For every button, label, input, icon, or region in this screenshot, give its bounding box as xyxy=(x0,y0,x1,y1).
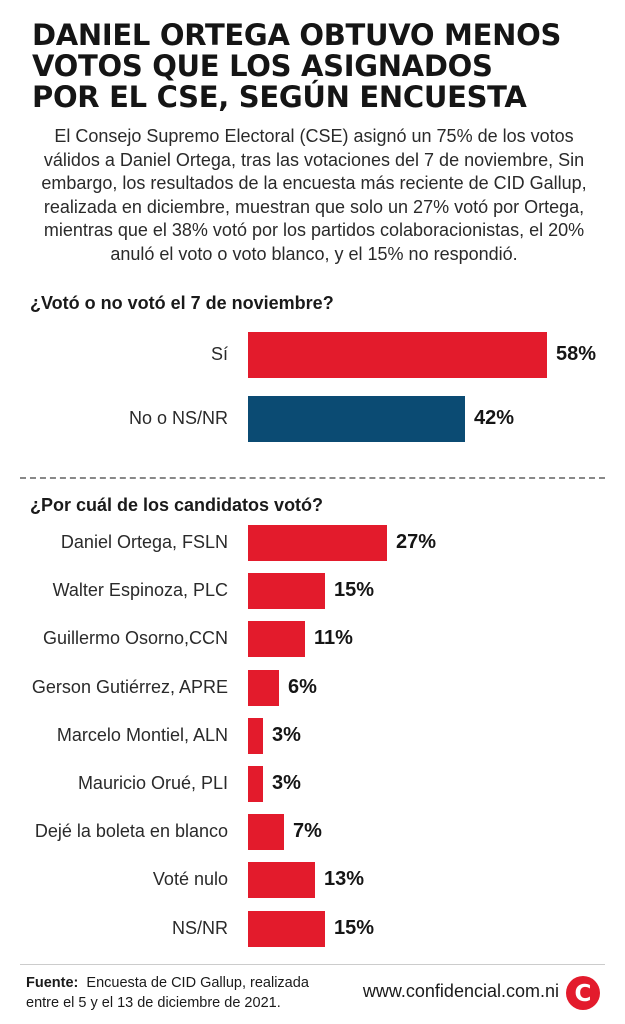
bar-category-label: Guillermo Osorno,CCN xyxy=(42,628,228,649)
bar xyxy=(248,525,387,561)
bar xyxy=(248,910,325,947)
bar-value-label: 58% xyxy=(556,343,597,365)
bar-value-label: 15% xyxy=(334,916,375,939)
source-note: Fuente: Encuesta de CID Gallup, realizad… xyxy=(26,973,309,1013)
bar-category-label: Marcelo Montiel, ALN xyxy=(56,724,228,745)
bar xyxy=(248,862,315,899)
title-line: VOTOS QUE LOS ASIGNADOS xyxy=(32,49,493,83)
bar xyxy=(248,573,325,610)
intro-line: anuló el voto o voto blanco, y el 15% no… xyxy=(110,243,518,264)
bar xyxy=(248,669,279,706)
bar-value-label: 6% xyxy=(288,675,317,698)
title-line: DANIEL ORTEGA OBTUVO MENOS xyxy=(32,18,562,52)
bar-category-label: Mauricio Orué, PLI xyxy=(77,773,228,793)
bar xyxy=(248,396,465,442)
title-line: POR EL CSE, SEGÚN ENCUESTA xyxy=(32,80,527,114)
bar-category-label: No o NS/NR xyxy=(128,408,228,428)
bar-value-label: 15% xyxy=(334,579,375,602)
intro-line: válidos a Daniel Ortega, tras las votaci… xyxy=(43,149,585,170)
chart-title: DANIEL ORTEGA OBTUVO MENOS VOTOS QUE LOS… xyxy=(32,20,602,113)
bar xyxy=(248,717,263,754)
bar-value-label: 42% xyxy=(474,407,515,429)
bar-category-label: Daniel Ortega, FSLN xyxy=(60,532,228,552)
intro-line: realizada en diciembre, muestran que sol… xyxy=(43,196,585,217)
bar-category-label: Walter Espinoza, PLC xyxy=(52,580,228,601)
logo-letter: C xyxy=(575,981,592,1007)
bar-value-label: 3% xyxy=(272,723,301,746)
bar-value-label: 27% xyxy=(396,531,437,553)
source-text-line2: entre el 5 y el 13 de diciembre de 2021. xyxy=(26,995,281,1011)
website-link[interactable]: www.confidencial.com.ni xyxy=(362,981,559,1001)
bar xyxy=(248,766,263,802)
bar xyxy=(248,621,305,658)
intro-paragraph: El Consejo Supremo Electoral (CSE) asign… xyxy=(22,125,606,266)
bar-category-label: Gerson Gutiérrez, APRE xyxy=(31,676,228,697)
bar-category-label: Sí xyxy=(210,344,228,364)
bar xyxy=(248,332,547,378)
confidencial-logo-icon: C xyxy=(566,976,600,1010)
bar-value-label: 7% xyxy=(293,820,322,843)
bar-value-label: 11% xyxy=(314,627,353,650)
bar-category-label: NS/NR xyxy=(171,917,228,938)
section-divider xyxy=(20,477,605,479)
intro-line: mientras que el 38% votó por los partido… xyxy=(43,220,585,240)
chart2-title: ¿Por cuál de los candidatos votó? xyxy=(30,495,324,515)
bar-category-label: Dejé la boleta en blanco xyxy=(34,821,228,842)
bar xyxy=(248,814,284,851)
intro-line: El Consejo Supremo Electoral (CSE) asign… xyxy=(54,126,574,146)
source-text-line1: Encuesta de CID Gallup, realizada xyxy=(86,975,309,991)
bar-value-label: 13% xyxy=(324,868,365,891)
intro-line: embargo, los resultados de la encuesta m… xyxy=(41,173,587,193)
footer-divider xyxy=(20,964,605,965)
bar-value-label: 3% xyxy=(272,772,301,794)
chart1-title: ¿Votó o no votó el 7 de noviembre? xyxy=(30,293,334,313)
bar-category-label: Voté nulo xyxy=(152,869,228,890)
source-label: Fuente: xyxy=(26,975,79,991)
